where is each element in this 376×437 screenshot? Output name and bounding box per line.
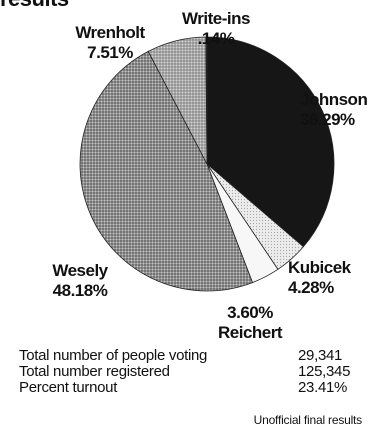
slice-value-wrenholt: 7.51%: [87, 43, 133, 62]
slice-value-wesely: 48.18%: [53, 281, 108, 300]
footnote: Unofficial final results: [253, 413, 363, 427]
stat-value-voting: 29,341: [298, 347, 343, 364]
stat-label-voting: Total number of people voting: [19, 347, 208, 364]
slice-name-wesely: Wesely: [52, 261, 108, 280]
slice-name-johnson: Johnson: [300, 90, 367, 109]
slice-name-kubicek: Kubicek: [288, 258, 352, 277]
slice-value-reichert: 3.60%: [227, 303, 273, 322]
slice-value-write-ins: .14%: [198, 29, 235, 48]
slice-name-wrenholt: Wrenholt: [75, 23, 145, 42]
stat-label-registered: Total number registered: [19, 363, 170, 380]
slice-value-johnson: 36.29%: [300, 110, 355, 129]
stat-label-turnout: Percent turnout: [19, 379, 118, 396]
slice-value-kubicek: 4.28%: [288, 278, 334, 297]
stat-row-registered: Total number registered 125,345: [19, 364, 369, 380]
pie-slice-johnson: [206, 36, 335, 248]
slice-name-write-ins: Write-ins: [182, 9, 250, 28]
slice-name-reichert: Reichert: [218, 323, 283, 342]
stat-value-turnout: 23.41%: [298, 379, 348, 396]
pie-slice-wesely: [79, 50, 254, 292]
heading: results: [0, 0, 69, 10]
stat-value-registered: 125,345: [298, 363, 351, 380]
stat-row-voting: Total number of people voting 29,341: [19, 348, 369, 364]
turnout-stats: Total number of people voting 29,341 Tot…: [19, 348, 369, 396]
pie-slice-write-ins: [205, 36, 208, 165]
stat-row-turnout: Percent turnout 23.41%: [19, 380, 369, 396]
